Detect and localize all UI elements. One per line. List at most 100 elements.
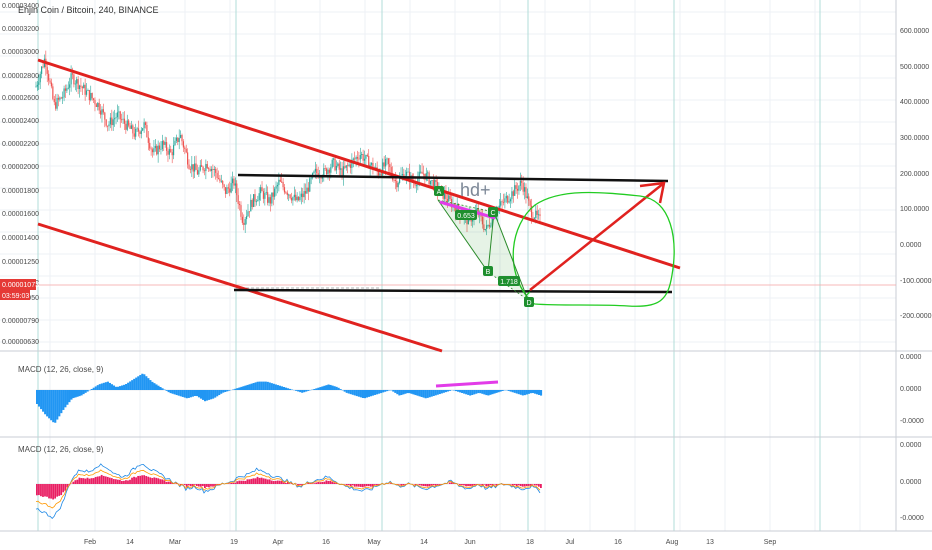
macd2-bar: [84, 478, 87, 484]
macd2-bar: [436, 484, 439, 485]
candle-body: [516, 188, 519, 191]
macd2-bar: [36, 484, 38, 496]
macd1-bar: [216, 390, 219, 397]
macd1-bar: [511, 390, 514, 393]
candle-body: [431, 180, 433, 181]
macd2-bar: [513, 484, 516, 486]
macd1-bar: [331, 385, 334, 390]
candle-body: [393, 179, 395, 181]
macd1-bar: [380, 390, 383, 394]
macd1-bar: [400, 390, 403, 396]
candle-body: [219, 178, 221, 182]
candle-body: [215, 169, 217, 173]
macd2-bar: [475, 484, 478, 486]
macd1-bar: [112, 385, 116, 390]
macd2-bar: [129, 479, 131, 484]
macd1-bar: [68, 390, 71, 403]
macd1-bar: [289, 388, 292, 390]
macd1-bar: [404, 390, 407, 394]
macd1-bar: [244, 385, 247, 390]
macd2-bar: [286, 481, 289, 484]
macd2-bar: [216, 484, 218, 485]
macd2-bar: [469, 484, 471, 487]
candle-body: [220, 180, 222, 182]
macd1-bar: [444, 390, 447, 393]
support-black-line: [233, 288, 673, 294]
candle-body: [314, 168, 316, 172]
macd1-bar: [74, 390, 77, 398]
candle-body: [71, 73, 74, 75]
candle-body: [202, 166, 204, 171]
macd2-bar: [143, 475, 146, 484]
pattern-point-a: A: [434, 186, 444, 196]
macd2-bar: [309, 483, 312, 484]
macd1-bar: [533, 390, 537, 394]
candle-body: [486, 225, 488, 230]
macd2-bar: [187, 484, 190, 486]
candle-body: [443, 192, 446, 199]
macd1-bar: [179, 390, 182, 397]
candle-body: [237, 195, 239, 204]
candle-body: [257, 200, 259, 202]
macd2-bar: [517, 484, 520, 486]
left-tick-label: 0.00000630: [2, 339, 39, 346]
candle-body: [342, 166, 345, 178]
macd1-bar: [406, 390, 409, 394]
candle-body: [321, 177, 323, 179]
macd1-bar: [199, 390, 203, 399]
macd2-bar: [139, 475, 142, 484]
candle-body: [234, 183, 236, 186]
macd2-bar: [424, 484, 427, 487]
macd2-bar: [74, 480, 77, 484]
candle-body: [295, 194, 297, 201]
candle-body: [122, 118, 124, 120]
candle-body: [509, 199, 512, 202]
macd2-bar: [169, 481, 172, 484]
macd1-bar: [491, 390, 494, 395]
macd1-bar: [78, 390, 81, 397]
macd2-bar: [58, 484, 61, 496]
macd2-bar: [86, 477, 89, 484]
left-tick-label: 0.00001600: [2, 211, 39, 218]
macd2-bar: [511, 484, 514, 486]
macd1-bar: [374, 390, 377, 395]
candle-body: [258, 193, 260, 201]
macd2-bar: [121, 480, 123, 484]
candle-body: [429, 180, 432, 185]
macd2-bar: [335, 482, 338, 484]
macd1-bar: [418, 390, 421, 397]
candle-body: [275, 186, 277, 189]
candle-body: [331, 159, 333, 168]
macd1-bar: [189, 390, 192, 398]
macd2-bar: [349, 484, 352, 487]
macd2-bar: [491, 484, 494, 486]
macd2-bar: [183, 484, 186, 485]
macd2-bar: [537, 484, 540, 487]
macd1-bar: [319, 387, 322, 390]
macd1-title: MACD (12, 26, close, 9): [18, 365, 104, 374]
macd1-bar: [343, 390, 346, 392]
macd2-bar: [479, 484, 482, 485]
candle-body: [363, 158, 366, 161]
candle-body: [297, 196, 300, 201]
macd1-bar: [250, 383, 253, 390]
macd1-bar: [367, 390, 371, 397]
macd2-bar: [191, 484, 194, 487]
candle-body: [247, 211, 249, 217]
macd1-bar: [264, 381, 267, 390]
candle-body: [46, 67, 48, 74]
macd1-bar: [224, 390, 227, 392]
x-tick-label: 14: [420, 539, 428, 546]
candle-body: [248, 211, 250, 213]
red-arrow-head: [639, 181, 666, 204]
macd1-bar: [442, 390, 445, 393]
macd1-bar: [145, 376, 148, 390]
macd1-bar: [147, 378, 150, 390]
macd2-bar: [369, 484, 372, 487]
macd1-bar: [428, 390, 431, 398]
macd1-bar: [525, 390, 528, 395]
macd2-bar: [92, 478, 95, 484]
macd2-bar: [289, 483, 291, 484]
candle-body: [309, 178, 311, 192]
macd1-bar: [100, 383, 103, 390]
